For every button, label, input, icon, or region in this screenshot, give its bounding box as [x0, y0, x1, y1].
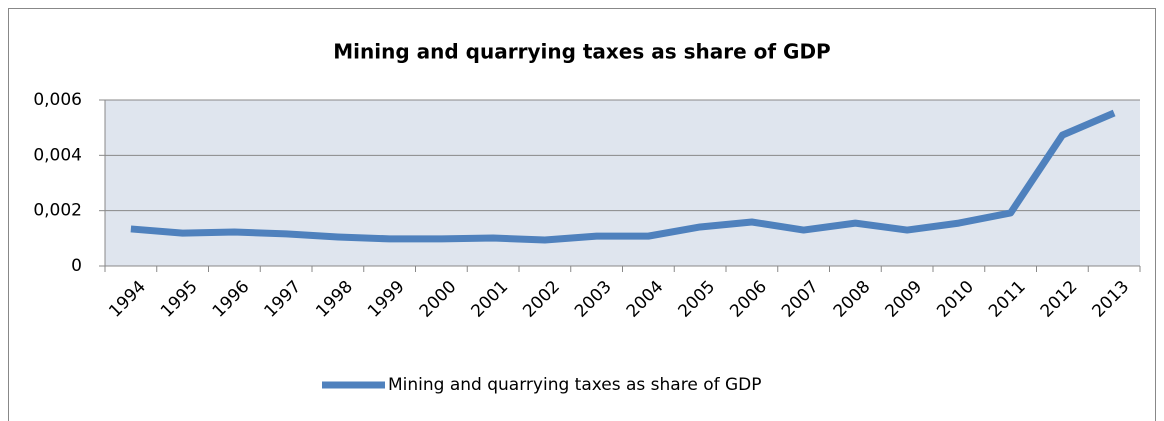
y-tick-label: 0,004: [33, 145, 82, 165]
y-tick-label: 0,006: [33, 90, 82, 110]
plot-area: [105, 100, 1140, 266]
line-series: [130, 109, 1116, 244]
y-tick-label: 0,002: [33, 201, 82, 221]
chart-title: Mining and quarrying taxes as share of G…: [333, 40, 830, 64]
y-tick-label: 0: [71, 256, 82, 276]
legend-label: Mining and quarrying taxes as share of G…: [388, 375, 762, 395]
